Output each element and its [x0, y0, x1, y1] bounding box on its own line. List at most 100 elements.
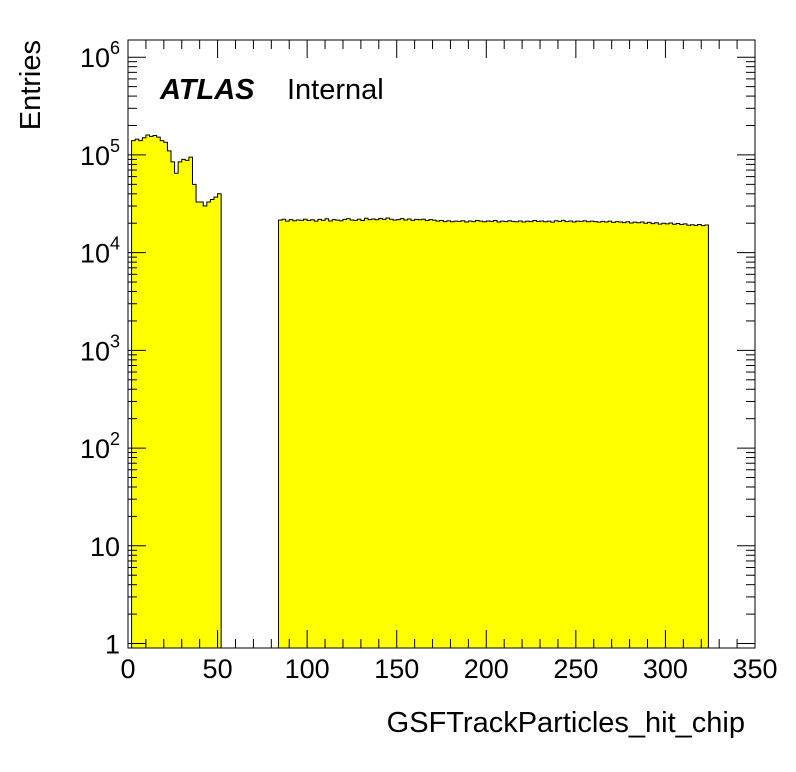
- histogram-bar: [618, 221, 623, 649]
- histogram-bar: [425, 220, 430, 648]
- histogram-bar: [375, 219, 380, 648]
- histogram-bar: [636, 222, 641, 648]
- histogram-bar: [332, 219, 337, 648]
- histogram-bar: [342, 219, 347, 648]
- histogram-bar: [278, 220, 283, 648]
- x-tick-label: 300: [643, 654, 688, 684]
- histogram-bar: [289, 219, 294, 648]
- histogram-bar: [479, 221, 484, 648]
- y-tick-exponent: 6: [110, 38, 120, 58]
- histogram-bar: [346, 218, 351, 649]
- histogram-bar: [314, 221, 319, 648]
- histogram-bar: [586, 221, 591, 648]
- x-tick-label: 200: [464, 654, 509, 684]
- atlas-label-bold: ATLAS: [159, 74, 255, 106]
- histogram-bar: [454, 221, 458, 648]
- histogram-bar: [540, 220, 544, 648]
- histogram-bar: [385, 218, 390, 649]
- histogram-bar: [353, 220, 358, 649]
- x-tick-label: 150: [374, 654, 419, 684]
- atlas-label-internal: Internal: [287, 74, 384, 106]
- histogram-bar: [282, 219, 286, 648]
- histogram-bar: [357, 219, 362, 648]
- histogram-bar: [514, 221, 519, 648]
- histogram-bar: [468, 220, 473, 648]
- histogram-bar: [414, 219, 419, 648]
- histogram-bar: [547, 221, 552, 648]
- histogram-bar: [583, 220, 587, 648]
- histogram-bar: [170, 161, 175, 648]
- histogram-bar: [665, 223, 670, 648]
- histogram-bar: [486, 220, 491, 648]
- histogram-bar: [389, 219, 394, 648]
- histogram-bar: [378, 218, 383, 649]
- histogram-bar: [160, 140, 165, 648]
- histogram-bar: [217, 193, 222, 648]
- histogram-bar: [532, 220, 537, 648]
- histogram-bar: [443, 221, 448, 648]
- histogram-bar: [317, 219, 322, 648]
- y-tick-label: 10: [80, 141, 110, 171]
- histogram-bar: [507, 220, 512, 648]
- histogram-bar: [686, 225, 691, 648]
- x-tick-label: 100: [285, 654, 330, 684]
- histogram-bar: [149, 136, 154, 648]
- histogram-bar: [672, 224, 677, 648]
- x-tick-label: 50: [203, 654, 233, 684]
- histogram-bar: [647, 222, 652, 648]
- histogram-bar: [432, 220, 437, 648]
- histogram-bar: [690, 224, 695, 649]
- histogram-bar: [471, 221, 476, 648]
- y-axis-label: Entries: [15, 40, 47, 130]
- y-tick-exponent: 2: [110, 429, 120, 449]
- histogram-bar: [568, 220, 573, 648]
- histogram-bar: [206, 201, 211, 649]
- histogram-bar: [543, 221, 548, 648]
- histogram-bar: [131, 140, 136, 648]
- histogram-bar: [396, 219, 401, 648]
- histogram-bar: [138, 140, 143, 648]
- histogram-outline: [131, 134, 222, 648]
- histogram-bar: [428, 219, 433, 648]
- histogram-bar: [550, 222, 555, 648]
- histogram-bar: [167, 150, 172, 648]
- histogram-bar: [658, 224, 663, 648]
- histogram-bar: [411, 220, 415, 649]
- histogram-bar: [561, 220, 566, 649]
- histogram-bar: [135, 139, 140, 648]
- y-tick-label: 10: [80, 434, 110, 464]
- histogram-bar: [145, 134, 150, 649]
- histogram-bar: [554, 220, 559, 648]
- histogram-bar: [518, 220, 523, 648]
- histogram-bar: [651, 223, 656, 648]
- histogram-bar: [403, 219, 408, 648]
- histogram-bar: [536, 221, 541, 649]
- histogram-bar: [654, 222, 659, 648]
- histogram-bar: [676, 223, 681, 648]
- histogram-bar: [192, 184, 197, 648]
- histogram-bar: [701, 225, 706, 648]
- histogram-bar: [199, 201, 204, 649]
- histogram-bar: [296, 219, 301, 648]
- histogram-bar: [450, 221, 455, 648]
- histogram-bar: [704, 224, 709, 648]
- histogram-bars: [131, 134, 709, 649]
- histogram-bar: [511, 221, 516, 649]
- histogram-bar: [464, 221, 469, 649]
- histogram-bar: [640, 221, 645, 649]
- histogram-bar: [185, 160, 190, 648]
- histogram-bar: [360, 220, 365, 648]
- histogram-bar: [364, 218, 369, 649]
- histogram-outline: [277, 217, 709, 648]
- histogram-bar: [328, 220, 333, 648]
- histogram-bar: [181, 159, 186, 648]
- histogram-bar: [629, 223, 634, 648]
- histogram-bar: [213, 197, 218, 648]
- histogram-bar: [557, 221, 562, 649]
- histogram-bar: [407, 218, 412, 649]
- x-axis-label: GSFTrackParticles_hit_chip: [387, 707, 745, 739]
- histogram-bar: [350, 219, 355, 648]
- histogram-bar: [626, 221, 630, 648]
- histogram-bar: [504, 221, 509, 648]
